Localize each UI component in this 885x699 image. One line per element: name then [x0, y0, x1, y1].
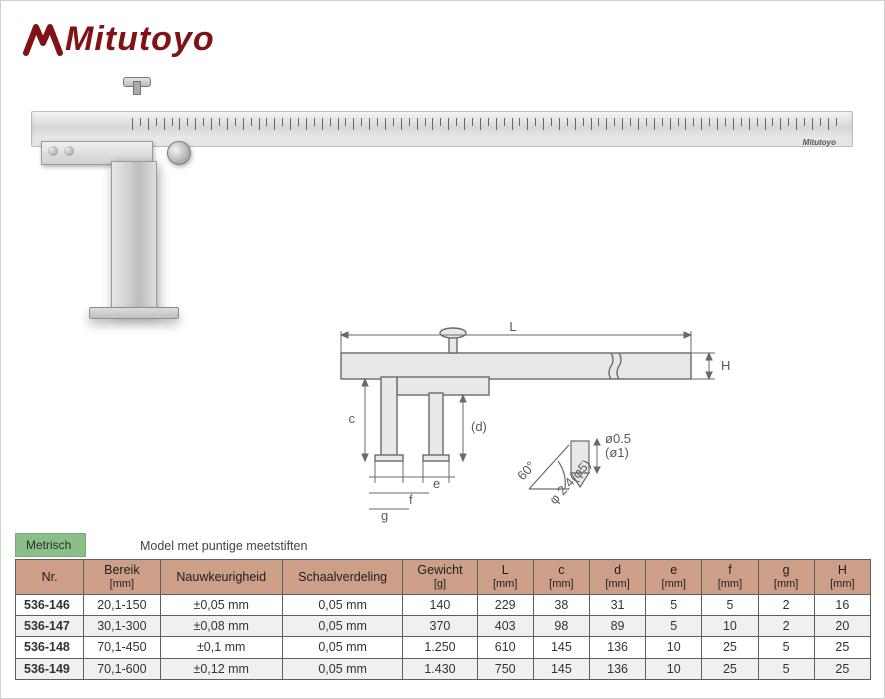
beam-scale	[132, 118, 838, 138]
cell-gew: 140	[403, 594, 477, 615]
dim-L: L	[509, 321, 516, 334]
cell-nauw: ±0,05 mm	[160, 594, 282, 615]
cell-f: 5	[702, 594, 758, 615]
th-e: e[mm]	[646, 560, 702, 594]
cell-d: 136	[589, 637, 645, 658]
cell-bereik: 20,1-150	[84, 594, 160, 615]
model-note: Model met puntige meetstiften	[140, 539, 307, 557]
cell-nr: 536-148	[16, 637, 84, 658]
cell-L: 229	[477, 594, 533, 615]
cell-e: 10	[646, 637, 702, 658]
cell-g: 5	[758, 658, 814, 679]
cell-gew: 370	[403, 615, 477, 636]
cell-schaal: 0,05 mm	[282, 615, 402, 636]
table-row: 536-14620,1-150±0,05 mm0,05 mm1402293831…	[16, 594, 871, 615]
cell-nr: 536-149	[16, 658, 84, 679]
cell-H: 25	[814, 658, 870, 679]
dim-e: e	[433, 476, 440, 491]
cell-e: 10	[646, 658, 702, 679]
cell-nauw: ±0,08 mm	[160, 615, 282, 636]
phi-label: φ 2.4(φ5)	[546, 457, 594, 507]
th-bereik: Bereik[mm]	[84, 560, 160, 594]
cell-L: 610	[477, 637, 533, 658]
beam-brand-mark: Mitutoyo	[803, 138, 836, 147]
cell-nr: 536-147	[16, 615, 84, 636]
brand-logo: Mitutoyo	[23, 19, 215, 59]
cell-H: 25	[814, 637, 870, 658]
cell-f: 25	[702, 658, 758, 679]
dia-label-2: (ø1)	[605, 445, 629, 460]
caliper-beam: Mitutoyo	[31, 111, 853, 147]
th-schaalverdeling: Schaalverdeling	[282, 560, 402, 594]
cell-f: 25	[702, 637, 758, 658]
cell-c: 38	[533, 594, 589, 615]
cell-nauw: ±0,12 mm	[160, 658, 282, 679]
th-d: d[mm]	[589, 560, 645, 594]
cell-d: 31	[589, 594, 645, 615]
cell-L: 750	[477, 658, 533, 679]
units-tag: Metrisch	[15, 533, 86, 557]
cell-L: 403	[477, 615, 533, 636]
dim-g: g	[381, 508, 388, 523]
angle-label: 60°	[514, 458, 538, 483]
cell-gew: 1.430	[403, 658, 477, 679]
cell-f: 10	[702, 615, 758, 636]
cell-e: 5	[646, 594, 702, 615]
table-row: 536-14970,1-600±0,12 mm0,05 mm1.43075014…	[16, 658, 871, 679]
table-row: 536-14870,1-450±0,1 mm0,05 mm1.250610145…	[16, 637, 871, 658]
dim-c: c	[349, 411, 356, 426]
th-gewicht: Gewicht[g]	[403, 560, 477, 594]
thumbscrew	[123, 77, 149, 95]
cell-d: 136	[589, 658, 645, 679]
cell-schaal: 0,05 mm	[282, 594, 402, 615]
cell-schaal: 0,05 mm	[282, 637, 402, 658]
table-row: 536-14730,1-300±0,08 mm0,05 mm3704039889…	[16, 615, 871, 636]
cell-g: 2	[758, 615, 814, 636]
spec-table: Nr. Bereik[mm] Nauwkeurigheid Schaalverd…	[15, 559, 871, 680]
cell-e: 5	[646, 615, 702, 636]
cell-c: 145	[533, 658, 589, 679]
data-table-section: Metrisch Model met puntige meetstiften N…	[15, 533, 871, 680]
cell-gew: 1.250	[403, 637, 477, 658]
cell-nr: 536-146	[16, 594, 84, 615]
cell-H: 20	[814, 615, 870, 636]
dia-label-1: ø0.5	[605, 431, 631, 446]
dim-H: H	[721, 358, 730, 373]
cell-H: 16	[814, 594, 870, 615]
th-nr: Nr.	[16, 560, 84, 594]
th-g: g[mm]	[758, 560, 814, 594]
cell-c: 98	[533, 615, 589, 636]
dim-d: (d)	[471, 419, 487, 434]
cell-bereik: 30,1-300	[84, 615, 160, 636]
cell-nauw: ±0,1 mm	[160, 637, 282, 658]
th-H: H[mm]	[814, 560, 870, 594]
jaw-assembly	[71, 161, 181, 371]
dim-f: f	[409, 492, 413, 507]
cell-c: 145	[533, 637, 589, 658]
product-photo: Mitutoyo	[31, 91, 851, 341]
th-c: c[mm]	[533, 560, 589, 594]
cell-bereik: 70,1-600	[84, 658, 160, 679]
cell-g: 5	[758, 637, 814, 658]
technical-drawing: L H c (d)	[311, 321, 741, 531]
th-L: L[mm]	[477, 560, 533, 594]
cell-d: 89	[589, 615, 645, 636]
table-header-row: Nr. Bereik[mm] Nauwkeurigheid Schaalverd…	[16, 560, 871, 594]
cell-g: 2	[758, 594, 814, 615]
th-f: f[mm]	[702, 560, 758, 594]
th-nauwkeurigheid: Nauwkeurigheid	[160, 560, 282, 594]
cell-bereik: 70,1-450	[84, 637, 160, 658]
cell-schaal: 0,05 mm	[282, 658, 402, 679]
brand-name: Mitutoyo	[65, 20, 215, 59]
